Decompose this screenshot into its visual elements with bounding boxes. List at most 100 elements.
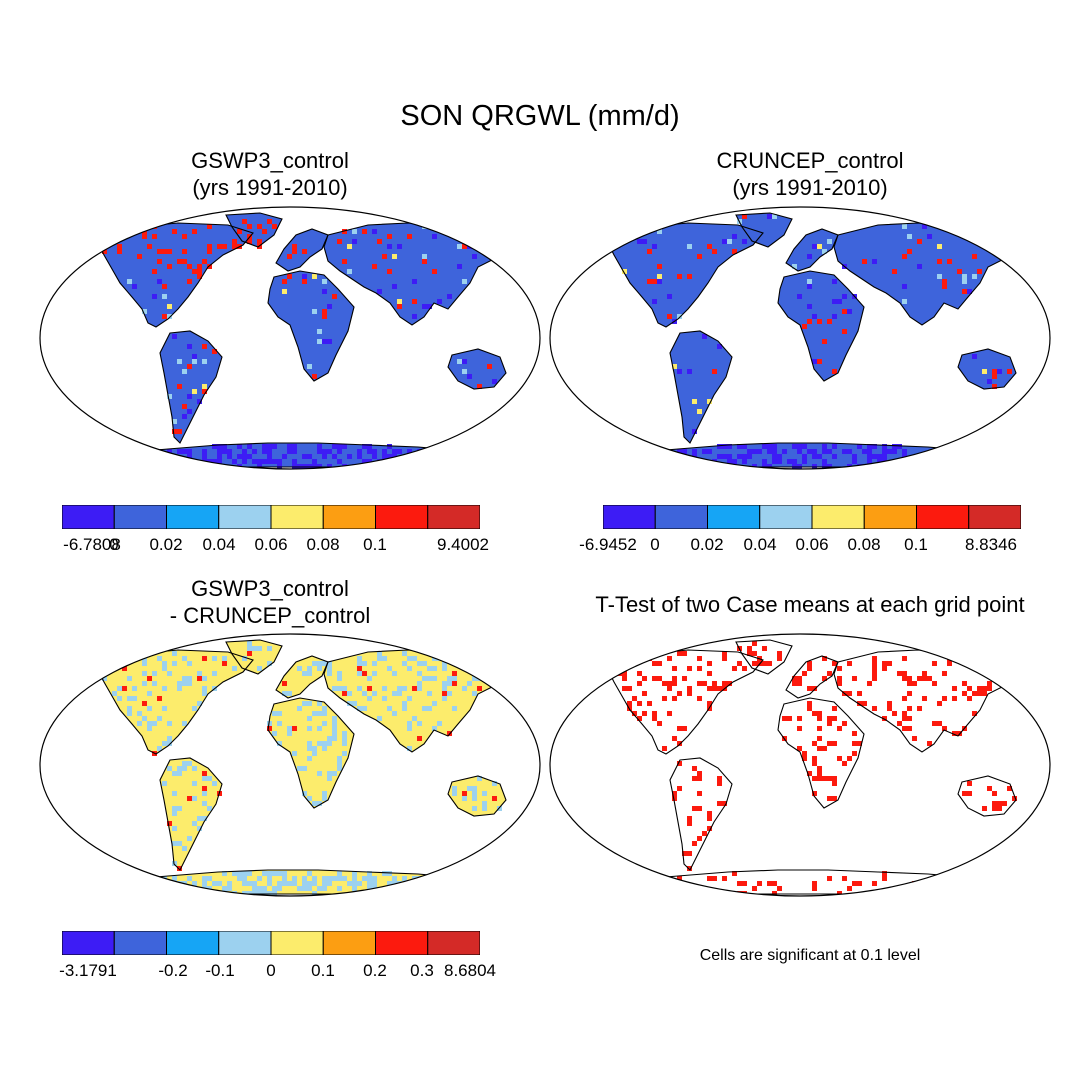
grid-cell xyxy=(872,259,877,264)
grid-cell xyxy=(242,656,247,661)
grid-cell xyxy=(287,449,292,454)
grid-cell xyxy=(847,886,852,891)
grid-cell xyxy=(907,716,912,721)
grid-cell xyxy=(832,781,837,786)
grid-cell xyxy=(272,711,277,716)
grid-cell xyxy=(692,459,697,464)
grid-cell xyxy=(142,701,147,706)
grid-cell xyxy=(307,741,312,746)
grid-cell xyxy=(932,681,937,686)
grid-cell xyxy=(722,656,727,661)
grid-cell xyxy=(892,449,897,454)
grid-cell xyxy=(242,219,247,224)
grid-cell xyxy=(197,464,202,469)
grid-cell xyxy=(342,741,347,746)
grid-cell xyxy=(717,464,722,469)
grid-cell xyxy=(707,811,712,816)
landmass-asia xyxy=(834,223,1010,325)
grid-cell xyxy=(882,661,887,666)
grid-cell xyxy=(707,661,712,666)
grid-cell xyxy=(422,304,427,309)
grid-cell xyxy=(147,449,152,454)
grid-cell xyxy=(322,741,327,746)
grid-cell xyxy=(317,444,322,449)
grid-cell xyxy=(142,671,147,676)
grid-cell xyxy=(192,796,197,801)
grid-cell xyxy=(722,444,727,449)
grid-cell xyxy=(367,881,372,886)
grid-cell xyxy=(897,721,902,726)
grid-cell xyxy=(382,686,387,691)
panel-4-title: T-Test of two Case means at each grid po… xyxy=(595,592,1025,617)
grid-cell xyxy=(182,766,187,771)
grid-cell xyxy=(717,781,722,786)
grid-cell xyxy=(447,876,452,881)
grid-cell xyxy=(652,711,657,716)
grid-cell xyxy=(742,666,747,671)
grid-cell xyxy=(307,726,312,731)
colorbar-tick-label: 0.2 xyxy=(363,961,387,980)
grid-cell xyxy=(292,726,297,731)
grid-cell xyxy=(702,464,707,469)
panel-3-title: GSWP3_control xyxy=(191,576,349,601)
grid-cell xyxy=(812,791,817,796)
grid-cell xyxy=(437,721,442,726)
grid-cell xyxy=(327,339,332,344)
grid-cell xyxy=(962,691,967,696)
grid-cell xyxy=(417,886,422,891)
grid-cell xyxy=(707,671,712,676)
grid-cell xyxy=(937,721,942,726)
grid-cell xyxy=(747,651,752,656)
grid-cell xyxy=(132,464,137,469)
grid-cell xyxy=(622,676,627,681)
grid-cell xyxy=(362,691,367,696)
grid-cell xyxy=(697,771,702,776)
grid-cell xyxy=(742,459,747,464)
grid-cell xyxy=(727,454,732,459)
grid-cell xyxy=(687,866,692,871)
grid-cell xyxy=(717,454,722,459)
grid-cell xyxy=(467,681,472,686)
grid-cell xyxy=(152,881,157,886)
panel-2-map xyxy=(549,206,1051,470)
grid-cell xyxy=(227,449,232,454)
grid-cell xyxy=(367,459,372,464)
grid-cell xyxy=(942,726,947,731)
grid-cell xyxy=(347,701,352,706)
grid-cell xyxy=(317,711,322,716)
grid-cell xyxy=(217,244,222,249)
grid-cell xyxy=(497,671,502,676)
grid-cell xyxy=(1007,369,1012,374)
grid-cell xyxy=(262,444,267,449)
colorbar-swatch xyxy=(654,505,708,529)
grid-cell xyxy=(882,449,887,454)
grid-cell xyxy=(192,781,197,786)
grid-cell xyxy=(332,686,337,691)
colorbar-swatch xyxy=(166,505,220,529)
grid-cell xyxy=(692,429,697,434)
grid-cell xyxy=(662,454,667,459)
grid-cell xyxy=(842,761,847,766)
grid-cell xyxy=(362,706,367,711)
grid-cell xyxy=(327,776,332,781)
grid-cell xyxy=(842,294,847,299)
grid-cell xyxy=(167,766,172,771)
grid-cell xyxy=(227,886,232,891)
grid-cell xyxy=(187,661,192,666)
grid-cell xyxy=(127,676,132,681)
grid-cell xyxy=(677,274,682,279)
colorbar-tick-label: 0 xyxy=(650,535,660,554)
grid-cell xyxy=(402,661,407,666)
grid-cell xyxy=(307,701,312,706)
grid-cell xyxy=(822,656,827,661)
grid-cell xyxy=(622,671,627,676)
grid-cell xyxy=(367,464,372,469)
grid-cell xyxy=(442,454,447,459)
coastline-africa xyxy=(267,270,355,382)
grid-cell xyxy=(627,686,632,691)
colorbar-tick-label: 0.1 xyxy=(904,535,928,554)
grid-cell xyxy=(807,706,812,711)
grid-cell xyxy=(182,886,187,891)
grid-cell xyxy=(337,871,342,876)
grid-cell xyxy=(412,299,417,304)
